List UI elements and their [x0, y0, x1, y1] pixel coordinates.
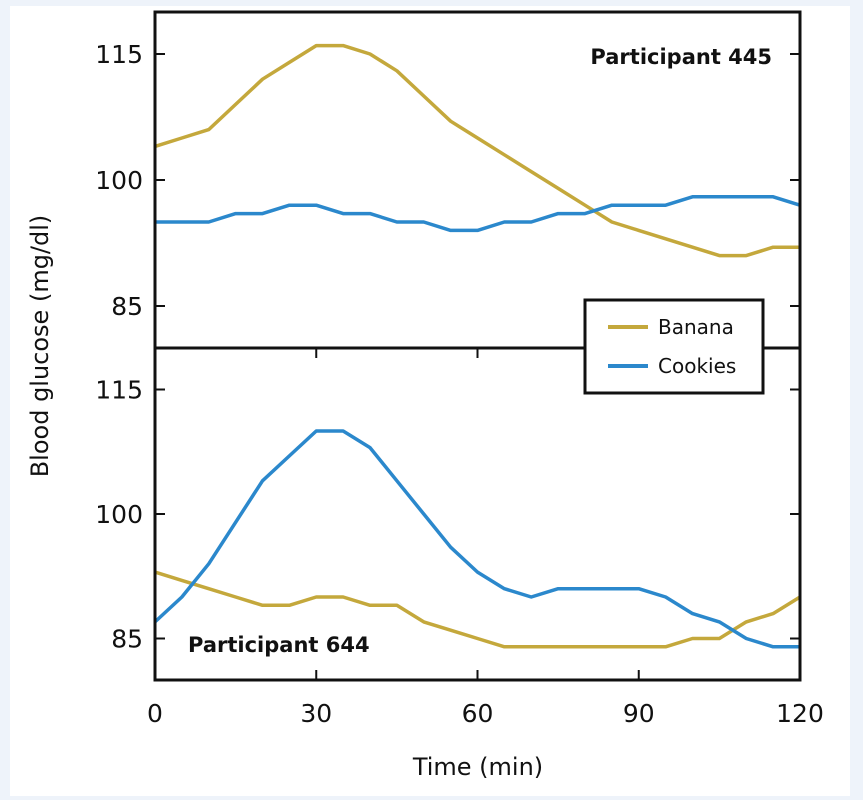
x-tick-label: 30: [300, 699, 332, 728]
legend-label-banana: Banana: [658, 315, 734, 339]
y-axis-label: Blood glucose (mg/dl): [26, 215, 54, 478]
glucose-chart: Blood glucose (mg/dl) Time (min) 85 100 11…: [26, 10, 824, 781]
chart-area: Blood glucose (mg/dl) Time (min) 85 100 11…: [10, 6, 850, 796]
legend-box: [583, 298, 765, 395]
legend: Banana Cookies: [583, 298, 765, 395]
y-tick-label: 85: [111, 292, 143, 321]
participant-label: Participant 445: [590, 45, 772, 69]
x-tick-label: 0: [147, 699, 163, 728]
panel-bottom: 85 100 115 0 30 60 90 120 Participant 644: [95, 346, 824, 728]
series-line-cookies: [155, 195, 801, 233]
y-tick-label: 100: [95, 166, 143, 195]
series-line-banana: [154, 570, 801, 649]
series-line-banana: [154, 43, 800, 258]
panel-frame: [153, 346, 802, 682]
participant-label: Participant 644: [188, 633, 370, 657]
x-tick-label: 90: [623, 699, 655, 728]
x-axis-label: Time (min): [412, 753, 543, 781]
y-tick-label: 115: [95, 376, 143, 405]
panel-top: 85 100 115 Participant 445: [95, 10, 802, 350]
y-tick-label: 115: [95, 40, 143, 69]
y-tick-label: 100: [95, 500, 143, 529]
y-tick-label: 85: [111, 625, 143, 654]
x-tick-label: 60: [462, 699, 494, 728]
legend-label-cookies: Cookies: [658, 354, 736, 378]
series-line-cookies: [153, 429, 800, 649]
x-tick-label: 120: [776, 699, 824, 728]
